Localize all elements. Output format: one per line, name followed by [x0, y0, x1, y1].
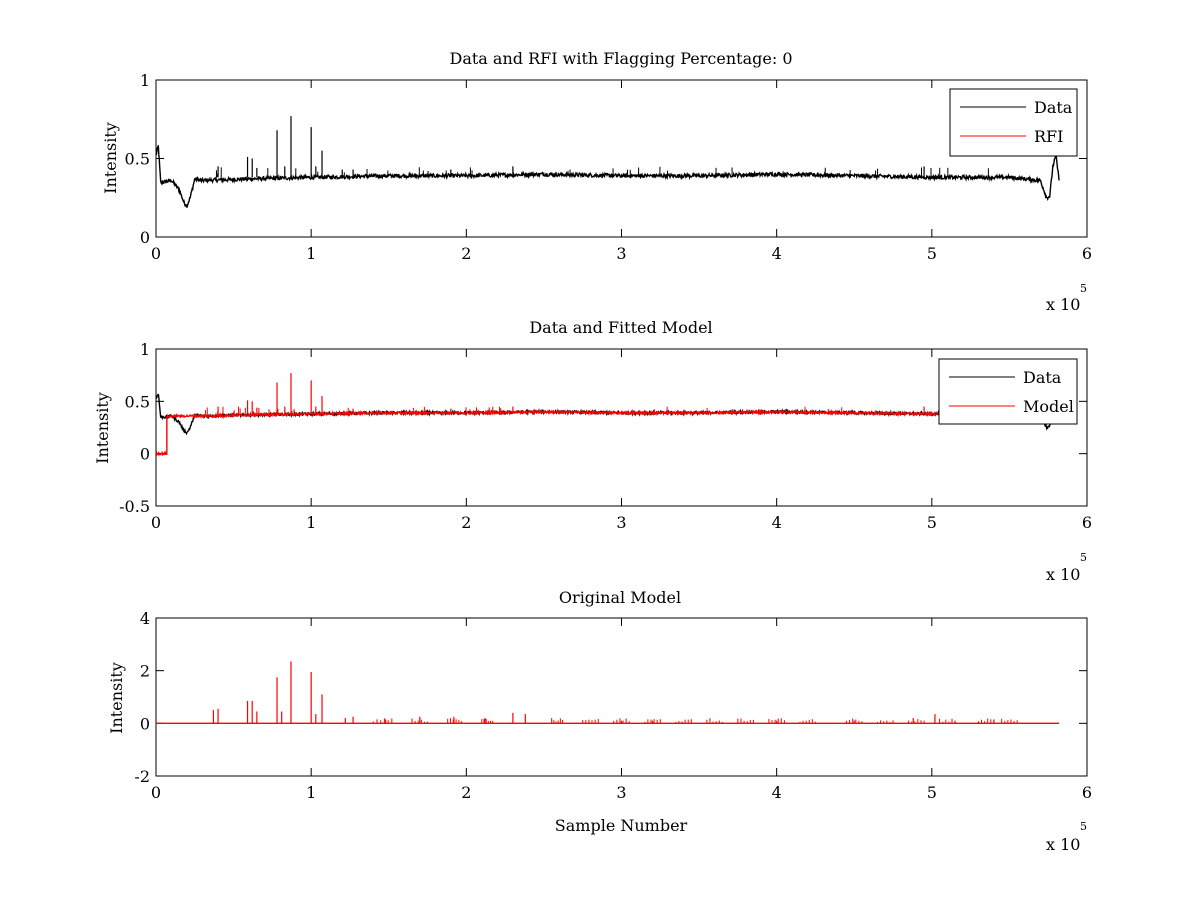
- panel-3-axes-box: [155, 617, 1088, 777]
- panel-1-x-tick-label: 2: [461, 244, 471, 263]
- panel-1-x-tick-label: 0: [151, 244, 161, 263]
- panel-1-x-exponent-base: x 10: [1046, 295, 1080, 314]
- panel-1-legend-box: [949, 88, 1078, 157]
- panel-2-y-tick-label: 0.5: [125, 392, 150, 411]
- panel-1-x-tick-label: 1: [306, 244, 316, 263]
- panel-1-legend: Data RFI: [949, 88, 1078, 157]
- panel-2-legend-label-data: Data: [1023, 368, 1062, 387]
- panel-1-y-tick-label: 0: [140, 228, 150, 247]
- panel-2-x-tick-label: 0: [151, 513, 161, 532]
- panel-2-series-model-line: [156, 408, 1057, 457]
- panel-3-x-tick-label: 6: [1082, 783, 1092, 802]
- panel-1-y-tick-label: 1: [140, 71, 150, 90]
- panel-2-legend-label-model: Model: [1023, 397, 1074, 416]
- panel-2-title: Data and Fitted Model: [529, 318, 712, 337]
- panel-3-x-tick-label: 0: [151, 783, 161, 802]
- panel-2-series-group: [156, 373, 1060, 457]
- panel-1-axes-box: [155, 79, 1088, 238]
- panel-2-x-tick-label: 1: [306, 513, 316, 532]
- panel-1-x-tick-label: 5: [927, 244, 937, 263]
- panel-3-x-tick-label: 2: [461, 783, 471, 802]
- panel-2-y-tick-label: 0: [140, 445, 150, 464]
- panel-3-series-group: [156, 661, 1060, 725]
- panel-3-y-tick-label: 0: [140, 714, 150, 733]
- panel-1-legend-label-rfi: RFI: [1034, 127, 1063, 146]
- panel-2-x-tick-label: 5: [927, 513, 937, 532]
- panel-2-y-axis-label: Intensity: [93, 392, 112, 464]
- panel-1-legend-label-data: Data: [1034, 98, 1073, 117]
- panel-2: Data and Fitted Model Intensity x 10 5 0…: [93, 318, 1092, 584]
- panel-3-x-tick-label: 1: [306, 783, 316, 802]
- panel-3-x-exponent-base: x 10: [1046, 835, 1080, 854]
- panel-3-title: Original Model: [559, 588, 681, 607]
- panel-2-x-exponent-base: x 10: [1046, 565, 1080, 584]
- panel-2-y-tick-label: 1: [140, 340, 150, 359]
- panel-3-y-axis-label: Intensity: [107, 662, 126, 734]
- panel-2-legend-box: [938, 358, 1078, 425]
- panel-2-axes-box: [155, 348, 1088, 507]
- panel-2-x-tick-label: 3: [616, 513, 626, 532]
- panel-1-y-tick-label: 0.5: [125, 150, 150, 169]
- panel-1-x-tick-label: 3: [616, 244, 626, 263]
- panel-1-x-exponent-power: 5: [1080, 282, 1087, 295]
- panel-1-series-group: [156, 116, 1060, 208]
- panel-1-y-axis-label: Intensity: [101, 122, 120, 194]
- panel-2-x-tick-label: 4: [772, 513, 782, 532]
- panel-1-title: Data and RFI with Flagging Percentage: 0: [449, 49, 792, 68]
- panel-2-plot-area: 0 1 2 3 4 5 6-0.500.51: [119, 340, 1092, 532]
- panel-1: Data and RFI with Flagging Percentage: 0…: [101, 49, 1092, 314]
- panel-3-y-tick-label: 4: [140, 609, 150, 628]
- panel-1-plot-area: 0 1 2 3 4 5 6 0 0.5 1: [125, 71, 1093, 263]
- panel-2-x-tick-label: 6: [1082, 513, 1092, 532]
- panel-3-x-tick-label: 4: [772, 783, 782, 802]
- panel-2-y-tick-label: -0.5: [119, 497, 150, 516]
- panel-3-x-exponent-power: 5: [1080, 820, 1087, 833]
- panel-3: Original Model Intensity Sample Number x…: [107, 588, 1092, 854]
- panel-3-x-axis-label: Sample Number: [555, 816, 688, 835]
- panel-3-x-exponent: x 10: [1046, 835, 1080, 854]
- panel-3-x-tick-label: 3: [616, 783, 626, 802]
- panel-1-x-tick-label: 4: [772, 244, 782, 263]
- panel-3-x-tick-label: 5: [927, 783, 937, 802]
- panel-1-series-data-line: [156, 145, 1060, 208]
- panel-3-y-tick-label: 2: [140, 662, 150, 681]
- panel-2-legend: Data Model: [938, 358, 1078, 425]
- panel-2-x-exponent: x 10: [1046, 565, 1080, 584]
- panel-1-x-tick-label: 6: [1082, 244, 1092, 263]
- panel-2-x-exponent-power: 5: [1080, 551, 1087, 564]
- panel-1-x-exponent: x 10: [1046, 295, 1080, 314]
- panel-2-x-tick-label: 2: [461, 513, 471, 532]
- panel-3-y-tick-label: -2: [134, 767, 150, 786]
